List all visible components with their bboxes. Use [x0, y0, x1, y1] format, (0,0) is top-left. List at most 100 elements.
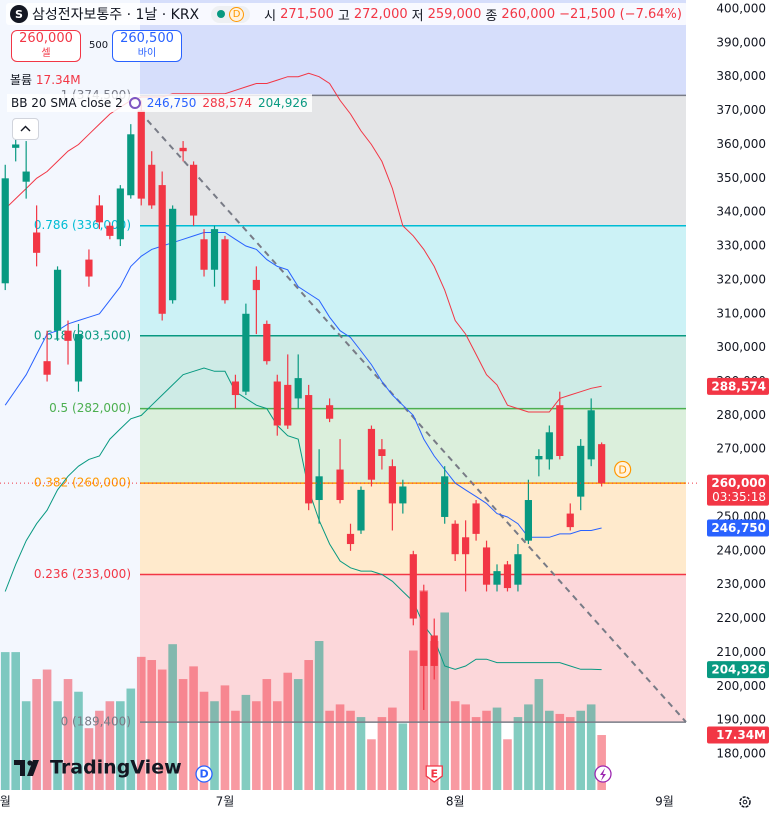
candle-body: [95, 205, 104, 223]
y-tick-label: 390,000: [716, 35, 766, 49]
volume-bar: [220, 685, 230, 790]
fib-label: 0.382 (260,000): [34, 476, 131, 490]
candle-body: [430, 635, 438, 666]
volume-bar: [377, 717, 387, 790]
price-tag: [707, 519, 769, 537]
logo-mark: [14, 760, 39, 776]
candle-body: [210, 229, 219, 270]
candle-body: [148, 164, 156, 206]
collapse-button[interactable]: [12, 118, 39, 140]
logo-dot: [27, 760, 33, 766]
candle-body: [399, 486, 407, 504]
volume-bar: [367, 739, 376, 790]
volume-bar: [555, 713, 565, 790]
indicator-name[interactable]: BB 20 SMA close 2: [11, 96, 123, 110]
fib-label: 0.786 (336,000): [34, 218, 131, 232]
volume-bar: [74, 691, 83, 790]
indicator-icon[interactable]: [128, 97, 141, 109]
price-tag-label: 288,574: [711, 379, 766, 393]
volume-bar: [503, 739, 512, 790]
buy-label: 바이: [137, 48, 157, 59]
volume-bar: [95, 710, 104, 790]
volume-bar: [168, 644, 177, 790]
volume-bar: [325, 710, 334, 790]
candle-body: [12, 144, 20, 148]
volume-bar: [116, 701, 125, 790]
volume-bar: [136, 656, 146, 790]
candle-body: [74, 334, 83, 382]
candle-body: [503, 564, 512, 589]
candle-body: [420, 591, 428, 666]
candle-body: [524, 500, 533, 541]
event-label: E: [430, 768, 438, 781]
lightning-marker: [594, 765, 612, 783]
price-tag: [707, 377, 769, 395]
sell-button[interactable]: 260,000 셀: [11, 30, 81, 62]
symbol-title[interactable]: 삼성전자보통주 · 1날 · KRX: [32, 7, 200, 23]
volume-bar: [84, 728, 94, 790]
price-tag: [707, 726, 769, 744]
volume-bar: [283, 672, 293, 790]
spread: 500: [89, 40, 109, 51]
volume-bar: [199, 691, 209, 790]
volume-bar: [450, 701, 460, 790]
low-value: 259,000: [427, 6, 482, 22]
volume-bar: [388, 707, 397, 790]
y-tick-label: 380,000: [716, 69, 766, 83]
candle-body: [441, 476, 449, 517]
volume-bar: [429, 641, 439, 790]
gear-hub[interactable]: [742, 799, 748, 805]
buy-button[interactable]: 260,500 바이: [112, 30, 182, 62]
fib-lines: 1 (374,500)0.786 (336,000)0.618 (303,500…: [34, 88, 686, 729]
volume-bar: [42, 669, 52, 790]
volume-bar: [147, 660, 157, 790]
y-tick-label: 230,000: [716, 577, 766, 591]
volume-bar: [293, 679, 303, 790]
status-pill[interactable]: D: [211, 5, 251, 23]
candle-body: [169, 208, 177, 301]
buy-price: 260,500: [120, 31, 174, 46]
volume-bar: [346, 710, 355, 790]
x-tick-label: 월: [0, 795, 11, 809]
volume-bar: [314, 641, 324, 790]
volume-bar: [492, 707, 502, 790]
event-marker: [195, 765, 213, 783]
volume-bar: [576, 710, 586, 790]
candle-body: [409, 554, 417, 619]
sell-label: 셀: [41, 48, 51, 59]
gear[interactable]: [739, 796, 751, 808]
pending-marker-label: D: [618, 463, 626, 476]
candle-body: [493, 571, 501, 585]
candle-body: [53, 269, 62, 331]
candle-body: [587, 410, 595, 460]
settings-icon[interactable]: [739, 796, 751, 808]
sell-price: 260,000: [19, 31, 73, 46]
x-tick-label: 8월: [446, 795, 465, 809]
event-marker: [425, 765, 443, 783]
y-tick-label: 200,000: [716, 679, 766, 693]
volume-bar: [597, 735, 606, 790]
volume-bar: [565, 717, 575, 790]
volume-bar: [409, 650, 418, 790]
volume-bar: [461, 704, 470, 790]
y-tick-label: 330,000: [716, 239, 766, 253]
volume-bar: [335, 704, 345, 790]
logo-text: TradingView: [50, 757, 182, 779]
volume-bar: [178, 679, 188, 790]
volume-bar: [241, 694, 251, 790]
fib-label: 0.5 (282,000): [49, 401, 131, 415]
volume-bar: [252, 701, 261, 790]
volume-bar: [126, 688, 136, 790]
price-tag: [707, 474, 769, 506]
candle-body: [451, 523, 459, 555]
lightning-icon: [600, 768, 606, 781]
candle-body: [33, 232, 41, 253]
y-tick-label: 280,000: [716, 408, 766, 422]
symbol-icon: S: [10, 5, 28, 23]
volume-bar: [21, 701, 31, 790]
change-value: −21,500 (−7.64%): [559, 6, 682, 22]
candle-body: [284, 384, 292, 426]
close-value: 260,000: [501, 6, 556, 22]
candle-body: [462, 537, 470, 555]
